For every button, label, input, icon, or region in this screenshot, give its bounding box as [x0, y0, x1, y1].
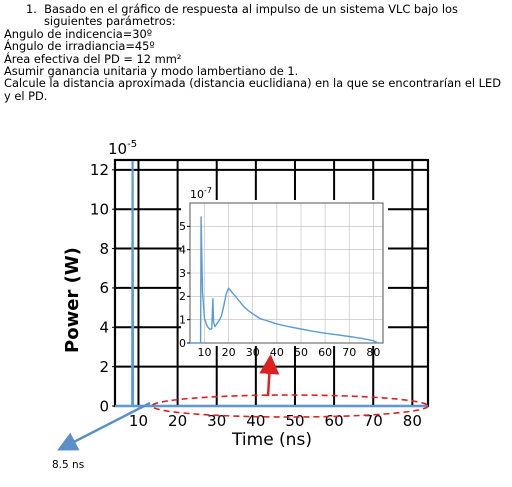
- main-x-tick-label: 40: [246, 412, 265, 430]
- main-y-exponent-base: 10: [108, 140, 127, 158]
- inset-y-exponent: 10-7: [190, 186, 212, 201]
- main-y-tick-label: 0: [99, 397, 109, 415]
- inset-x-tick-label: 20: [222, 346, 236, 359]
- inset-y-tick-label: 2: [179, 290, 186, 303]
- inset-y-tick-label: 5: [179, 220, 186, 233]
- inset-y-exponent-base: 10: [190, 188, 204, 201]
- inset-y-tick-label: 3: [179, 267, 186, 280]
- main-x-tick-label: 50: [285, 412, 304, 430]
- main-y-tick-label: 8: [99, 240, 109, 258]
- inset-y-tick-label: 1: [179, 314, 186, 327]
- main-y-exponent: 10-5: [108, 139, 137, 158]
- main-y-tick-label: 4: [99, 319, 109, 337]
- main-x-tick-label: 60: [325, 412, 344, 430]
- inset-x-tick-label: 50: [294, 346, 308, 359]
- inset-x-tick-label: 30: [246, 346, 260, 359]
- inset-y-tick-label: 4: [179, 244, 186, 257]
- main-y-tick-label: 10: [90, 200, 109, 218]
- annotation-label: 8.5 ns: [52, 459, 84, 471]
- inset-x-tick-label: 10: [197, 346, 211, 359]
- inset-x-tick-label: 80: [366, 346, 380, 359]
- inset-x-tick-label: 70: [342, 346, 356, 359]
- main-y-axis-label: Power (W): [62, 247, 83, 353]
- highlight-arrow: [268, 364, 270, 396]
- main-y-exponent-power: -5: [127, 139, 137, 150]
- inset-y-tick-label: 0: [179, 337, 186, 350]
- main-y-tick-label: 6: [99, 279, 109, 297]
- inset-x-tick-label: 60: [318, 346, 332, 359]
- main-x-tick-label: 10: [129, 412, 148, 430]
- inset-x-tick-label: 40: [270, 346, 284, 359]
- main-x-tick-label: 80: [403, 412, 422, 430]
- main-y-tick-label: 12: [90, 161, 109, 179]
- main-x-axis-label: Time (ns): [231, 430, 312, 450]
- inset-y-exponent-power: -7: [204, 186, 212, 195]
- main-y-tick-label: 2: [99, 358, 109, 376]
- main-x-tick-label: 20: [168, 412, 187, 430]
